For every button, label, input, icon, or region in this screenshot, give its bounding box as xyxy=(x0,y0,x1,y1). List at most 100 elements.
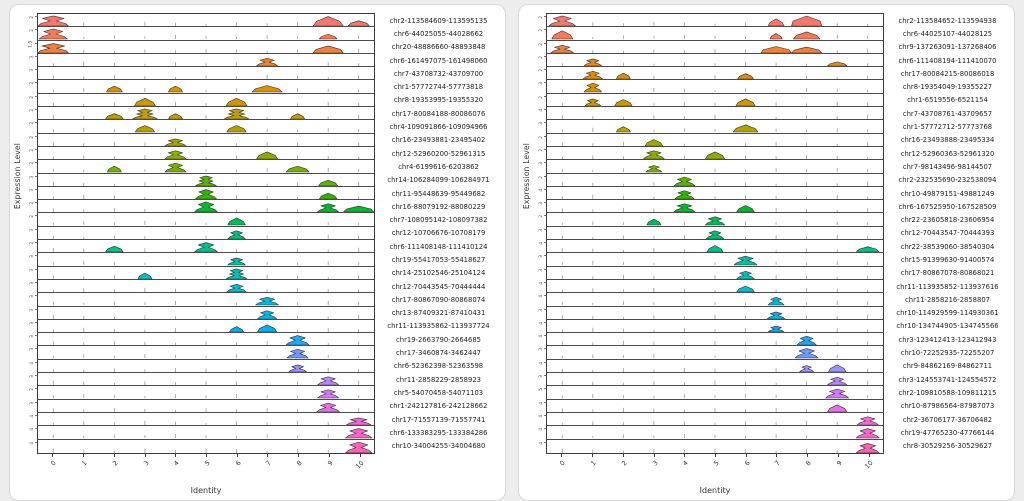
y-tick-label: 2 xyxy=(30,241,36,245)
violin-row-canvas xyxy=(38,147,374,159)
violin-row-canvas xyxy=(547,134,883,146)
violin xyxy=(736,99,755,106)
x-tick-mark xyxy=(236,453,238,457)
violin xyxy=(38,16,68,26)
x-tick-mark xyxy=(561,453,563,457)
violin-row xyxy=(38,94,374,108)
violin-row-canvas xyxy=(38,346,374,358)
y-tick: 3 xyxy=(24,66,37,79)
y-tick: 3 xyxy=(24,319,37,332)
y-tick: 2 xyxy=(533,173,546,186)
violin-row xyxy=(547,307,883,320)
feature-label: chr6-44025107-44028125 xyxy=(902,29,993,38)
x-tick-mark xyxy=(113,453,115,457)
violin xyxy=(257,310,276,318)
feature-labels: chr2-113584652-113594938 chr6-44025107-44… xyxy=(884,13,1011,500)
violin xyxy=(195,243,218,252)
feature-label: chr3-124553741-124554572 xyxy=(898,375,997,384)
x-tick-label: 6 xyxy=(233,458,243,468)
violin xyxy=(168,114,182,119)
violin xyxy=(228,258,246,265)
y-tick-label: 3 xyxy=(539,348,545,352)
violin-panel-left: Expression Level 2 2 1.5 3 3 2 2 2 2 2 2 2 3 3 2 2 3 2 3 3 3… xyxy=(9,4,506,501)
violin xyxy=(616,73,630,79)
y-tick-label: 3 xyxy=(539,255,545,259)
y-tick: 4 xyxy=(533,319,546,332)
violin xyxy=(768,298,784,306)
violin xyxy=(319,193,337,199)
violin-row xyxy=(38,413,374,427)
y-tick-label: 2 xyxy=(30,122,36,126)
violin-row xyxy=(38,307,374,320)
violin xyxy=(705,217,724,225)
violin-row xyxy=(38,147,374,161)
violin-row xyxy=(547,240,883,254)
feature-label: chr12-10706676-10708179 xyxy=(391,229,486,238)
violin xyxy=(616,127,630,132)
violin-row-canvas xyxy=(547,160,883,172)
violin-row-canvas xyxy=(547,386,883,398)
feature-label: chr17-80084188-80086076 xyxy=(391,109,486,118)
violin-row xyxy=(38,360,374,374)
x-tick-label: 9 xyxy=(834,458,844,468)
feature-label: chr6-161497075-161498060 xyxy=(389,56,488,65)
y-axis: Expression Level xyxy=(522,13,533,500)
feature-label: chr13-87409321-87410431 xyxy=(391,309,486,318)
violin-row-canvas xyxy=(547,413,883,425)
violin-row xyxy=(547,373,883,387)
feature-label: chr1-57772744-57773818 xyxy=(393,83,484,92)
x-tick-label: 10 xyxy=(353,458,366,471)
feature-label: chr1-57772712-57773768 xyxy=(902,123,993,132)
feature-label: chr20-48886660-48893848 xyxy=(391,43,486,52)
violin xyxy=(229,327,243,332)
y-tick-label: 2 xyxy=(30,95,36,99)
violin xyxy=(706,230,724,238)
y-axis-label: Expression Level xyxy=(13,143,22,210)
y-tick: 3 xyxy=(24,306,37,319)
violin-row-canvas xyxy=(547,80,883,92)
feature-label: chr17-80867090-80868074 xyxy=(391,295,486,304)
violin xyxy=(228,218,246,225)
y-tick: 3 xyxy=(24,173,37,186)
violin xyxy=(584,84,602,93)
violin-grid xyxy=(546,13,884,454)
violin-row-canvas xyxy=(38,120,374,132)
feature-label: chr7-98143496-98144507 xyxy=(902,162,993,171)
violin-row xyxy=(38,267,374,280)
violin-row xyxy=(547,333,883,347)
feature-label: chr12-52960363-52961320 xyxy=(900,149,995,158)
violin xyxy=(647,220,661,226)
violin xyxy=(643,151,664,159)
violin xyxy=(734,256,757,265)
violin-row xyxy=(547,386,883,400)
y-tick: 2 xyxy=(24,239,37,252)
violin xyxy=(106,114,124,119)
y-tick-label: 3 xyxy=(30,55,36,59)
violin-row-canvas xyxy=(38,253,374,265)
violin xyxy=(168,87,182,93)
violin xyxy=(800,365,814,371)
y-tick: 4 xyxy=(533,359,546,372)
violin-row-canvas xyxy=(38,107,374,119)
violin-row-canvas xyxy=(38,14,374,26)
violin xyxy=(286,166,309,172)
feature-label: chr14-25102546-25104124 xyxy=(391,269,486,278)
y-tick-label: 3 xyxy=(30,295,36,298)
feature-label: chr4-109091866-109094966 xyxy=(389,123,488,132)
y-tick-label: 2 xyxy=(30,108,36,112)
violin-row xyxy=(38,54,374,68)
y-tick: 3 xyxy=(533,119,546,132)
y-tick-label: 4 xyxy=(30,441,36,445)
violin xyxy=(767,311,785,318)
y-tick-label: 4 xyxy=(539,295,545,298)
y-tick-label: 2 xyxy=(539,135,545,139)
y-tick: 2 xyxy=(533,40,546,53)
y-tick: 4 xyxy=(24,425,37,438)
violin-row xyxy=(38,67,374,81)
violin xyxy=(319,35,337,40)
violin-row-canvas xyxy=(547,400,883,412)
violin-row xyxy=(38,320,374,334)
violin xyxy=(707,246,723,252)
violin-row-canvas xyxy=(547,253,883,265)
violin xyxy=(107,166,121,172)
